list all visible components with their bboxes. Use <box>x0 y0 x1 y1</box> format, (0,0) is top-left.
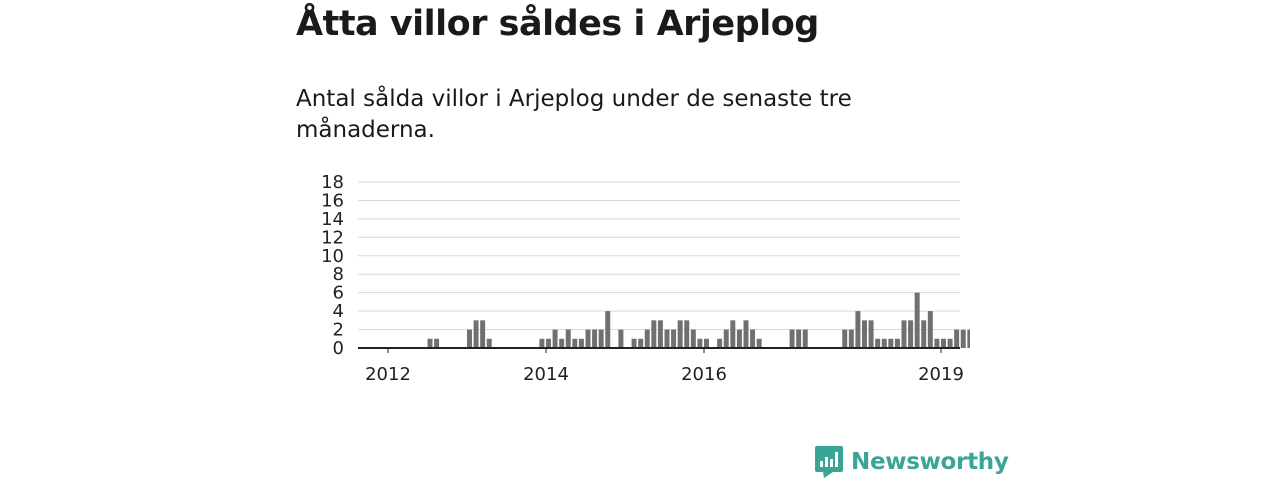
bar <box>539 338 545 348</box>
y-tick-label: 14 <box>321 209 344 230</box>
bar <box>888 338 894 348</box>
chart-title: Åtta villor såldes i Arjeplog <box>296 4 819 44</box>
bar <box>756 338 762 348</box>
bar <box>664 329 670 348</box>
bar <box>842 329 848 348</box>
chart-subtitle: Antal sålda villor i Arjeplog under de s… <box>296 86 852 143</box>
bar <box>934 338 940 348</box>
bar <box>908 320 914 348</box>
x-tick-label: 2016 <box>681 364 727 385</box>
bar <box>565 329 571 348</box>
bar <box>552 329 558 348</box>
y-tick-label: 18 <box>321 172 344 193</box>
bar <box>605 311 611 348</box>
bar <box>730 320 736 348</box>
bar <box>684 320 690 348</box>
bar <box>881 338 887 348</box>
bar <box>480 320 486 348</box>
bar <box>546 338 551 348</box>
y-tick-label: 4 <box>333 301 344 322</box>
bar <box>960 329 966 348</box>
bar <box>796 329 802 348</box>
y-tick-label: 8 <box>333 264 344 285</box>
bar <box>690 329 696 348</box>
bar <box>651 320 657 348</box>
y-tick-label: 16 <box>321 190 344 211</box>
bar <box>789 329 795 348</box>
bar-chart: 0246810121416188201220142016201920212023… <box>321 172 970 385</box>
bar <box>868 320 874 348</box>
brand-logo: Newsworthy <box>815 446 1009 478</box>
bar <box>914 292 920 348</box>
bar <box>954 329 960 348</box>
bar <box>743 320 749 348</box>
bar <box>644 329 650 348</box>
bar <box>848 329 854 348</box>
brand-name: Newsworthy <box>851 449 1009 475</box>
bar <box>941 338 946 348</box>
bar <box>592 329 598 348</box>
bar <box>894 338 900 348</box>
bar <box>618 329 624 348</box>
bar <box>723 329 729 348</box>
bar <box>704 338 709 348</box>
bar <box>572 338 578 348</box>
bar <box>717 338 723 348</box>
bar <box>921 320 927 348</box>
bar <box>875 338 881 348</box>
y-tick-label: 0 <box>333 338 344 359</box>
bar <box>862 320 867 348</box>
bar <box>927 311 933 348</box>
x-tick-label: 2014 <box>523 364 569 385</box>
bar <box>901 320 907 348</box>
bar <box>736 329 742 348</box>
y-tick-label: 2 <box>333 320 344 341</box>
y-tick-label: 12 <box>321 227 344 248</box>
bar <box>585 329 591 348</box>
bar <box>677 320 683 348</box>
newsworthy-logo-icon <box>815 446 843 478</box>
bar <box>467 329 472 348</box>
bar <box>486 338 492 348</box>
bar <box>697 338 703 348</box>
x-tick-label: 2019 <box>918 364 964 385</box>
bar <box>559 338 565 348</box>
y-tick-label: 10 <box>321 246 344 267</box>
bar <box>631 338 637 348</box>
bar <box>427 338 433 348</box>
bar <box>750 329 756 348</box>
bar <box>802 329 808 348</box>
bar <box>638 338 644 348</box>
bar <box>473 320 479 348</box>
bar <box>671 329 677 348</box>
bar <box>947 338 953 348</box>
x-tick-label: 2012 <box>365 364 411 385</box>
bar <box>967 329 970 348</box>
bar <box>598 329 604 348</box>
y-tick-label: 6 <box>333 283 344 304</box>
bar <box>578 338 584 348</box>
bar <box>657 320 663 348</box>
bar <box>855 311 861 348</box>
bar <box>434 338 440 348</box>
